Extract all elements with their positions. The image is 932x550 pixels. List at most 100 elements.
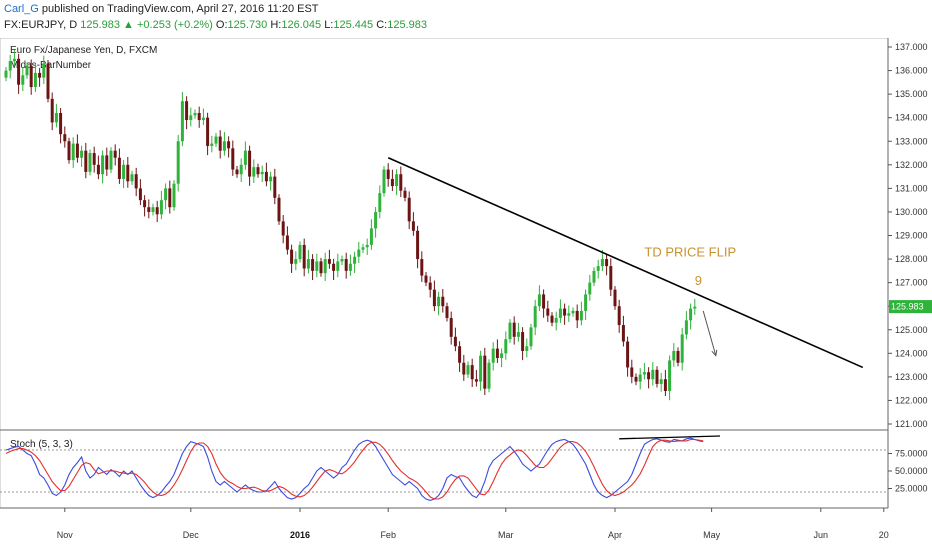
stoch-axis[interactable]: 25.0000 50.0000 75.0000 bbox=[0, 449, 928, 494]
candle-body bbox=[168, 188, 172, 208]
candle-body bbox=[521, 332, 525, 351]
candle-body bbox=[378, 193, 382, 212]
close-label: C: bbox=[376, 19, 388, 31]
candle-body bbox=[12, 58, 16, 62]
symbol-label: FX:EURJPY, D bbox=[4, 19, 78, 31]
candle-body bbox=[290, 249, 294, 264]
candle-body bbox=[407, 197, 411, 222]
last-price-box bbox=[889, 300, 932, 314]
candle-body bbox=[584, 294, 588, 311]
candle-body bbox=[302, 244, 306, 269]
candle-body bbox=[151, 207, 155, 212]
candle-body bbox=[495, 348, 499, 359]
candle-body bbox=[651, 369, 655, 380]
stoch-tick-label: 50.0000 bbox=[895, 466, 928, 476]
candle-body bbox=[315, 261, 319, 271]
candle-body bbox=[327, 259, 331, 264]
candle-body bbox=[395, 174, 399, 187]
plot-frame bbox=[0, 38, 889, 509]
candle-body bbox=[533, 306, 537, 328]
candle-body bbox=[281, 221, 285, 236]
candle-body bbox=[92, 153, 96, 165]
candle-body bbox=[214, 136, 218, 144]
candle-body bbox=[575, 310, 579, 321]
candle-body bbox=[117, 157, 121, 179]
price-chart[interactable]: Euro Fx/Japanese Yen, D, FXCM Midas-BarN… bbox=[0, 38, 932, 550]
candle-body bbox=[143, 200, 147, 208]
candle-body bbox=[147, 207, 151, 212]
candle-body bbox=[29, 65, 33, 88]
time-axis[interactable]: Nov Dec 2016 Feb Mar Apr May Jun 20 bbox=[57, 508, 889, 540]
candle-body bbox=[432, 289, 436, 307]
candle-body bbox=[676, 350, 680, 363]
candle-body bbox=[340, 259, 344, 262]
open-label: O: bbox=[215, 19, 228, 31]
candle-body bbox=[54, 112, 58, 123]
td-count-label: 9 bbox=[695, 273, 702, 288]
candle-body bbox=[239, 164, 243, 175]
candles bbox=[4, 49, 697, 401]
candle-body bbox=[260, 171, 264, 175]
time-tick-label: 20 bbox=[879, 530, 889, 540]
candle-body bbox=[25, 65, 29, 76]
candle-body bbox=[374, 211, 378, 229]
candle-body bbox=[512, 322, 516, 337]
candle-body bbox=[487, 362, 491, 389]
candle-body bbox=[617, 306, 621, 326]
candle-body bbox=[596, 266, 600, 271]
candle-body bbox=[172, 183, 176, 208]
candle-body bbox=[96, 164, 100, 175]
candle-body bbox=[546, 308, 550, 316]
candle-body bbox=[642, 372, 646, 375]
price-axis[interactable]: 121.000122.000123.000124.000125.000126.0… bbox=[888, 42, 928, 429]
candle-body bbox=[109, 150, 113, 170]
candle-body bbox=[441, 296, 445, 307]
candle-body bbox=[185, 101, 189, 121]
drawings bbox=[387, 157, 864, 440]
candle-body bbox=[554, 317, 558, 323]
candle-body bbox=[445, 306, 449, 318]
candle-body bbox=[466, 365, 470, 375]
candle-body bbox=[500, 353, 504, 359]
candle-body bbox=[399, 174, 403, 191]
candle-body bbox=[252, 167, 256, 177]
close-value: 125.983 bbox=[387, 19, 427, 31]
candle-body bbox=[134, 174, 138, 189]
price-tick-label: 132.000 bbox=[895, 160, 928, 170]
candle-body bbox=[634, 376, 638, 382]
price-tick-label: 131.000 bbox=[895, 183, 928, 193]
price-pane-title: Euro Fx/Japanese Yen, D, FXCM bbox=[10, 45, 157, 56]
candle-body bbox=[428, 282, 432, 290]
candle-body bbox=[361, 247, 365, 250]
candle-body bbox=[193, 112, 197, 116]
candle-body bbox=[613, 289, 617, 307]
candle-body bbox=[563, 308, 567, 316]
candle-body bbox=[369, 228, 373, 245]
candle-body bbox=[630, 367, 634, 377]
candle-body bbox=[390, 178, 394, 187]
candle-body bbox=[491, 348, 495, 363]
candle-body bbox=[306, 259, 310, 269]
last-price-marker: 125.983 bbox=[889, 300, 932, 314]
candle-body bbox=[222, 141, 226, 151]
candle-body bbox=[88, 153, 92, 172]
candle-body bbox=[298, 244, 302, 260]
candle-body bbox=[453, 336, 457, 347]
candle-body bbox=[680, 334, 684, 363]
candle-body bbox=[138, 188, 142, 201]
candle-body bbox=[516, 332, 520, 337]
candle-body bbox=[155, 207, 159, 215]
arrow-head-icon bbox=[711, 349, 718, 357]
candle-body bbox=[525, 346, 529, 351]
candle-body bbox=[504, 339, 508, 354]
author-link[interactable]: Carl_G bbox=[4, 3, 39, 15]
candle-body bbox=[537, 294, 541, 307]
stoch-tick-label: 25.0000 bbox=[895, 484, 928, 494]
candle-body bbox=[571, 310, 575, 314]
divergence-line bbox=[619, 435, 721, 440]
ohlc-line: FX:EURJPY, D 125.983 ▲ +0.253 (+0.2%) O:… bbox=[4, 19, 427, 31]
time-tick-label: Apr bbox=[608, 530, 622, 540]
candle-body bbox=[416, 230, 420, 260]
price-tick-label: 124.000 bbox=[895, 348, 928, 358]
candle-body bbox=[277, 197, 281, 222]
